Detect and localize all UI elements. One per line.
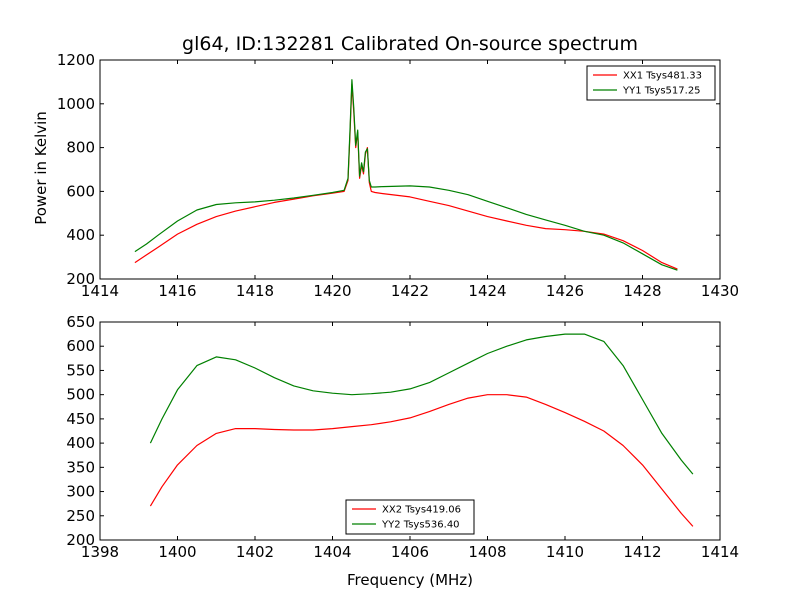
top-y-tick-label: 1200 xyxy=(57,51,95,69)
bottom-y-tick-label: 400 xyxy=(66,434,95,452)
top-x-tick-label: 1420 xyxy=(313,282,351,300)
bottom-x-tick-label: 1404 xyxy=(313,543,351,561)
top-y-tick-label: 400 xyxy=(66,226,95,244)
top-legend-box xyxy=(586,65,716,101)
top-y-tick-label: 1000 xyxy=(57,95,95,113)
bottom-series-line-0 xyxy=(149,394,694,527)
bottom-x-tick-label: 1408 xyxy=(468,543,506,561)
bottom-y-tick-label: 250 xyxy=(66,507,95,525)
top-x-tick-label: 1418 xyxy=(236,282,274,300)
top-x-tick-label: 1428 xyxy=(623,282,661,300)
bottom-x-tick-label: 1406 xyxy=(391,543,429,561)
bottom-x-tick-label: 1398 xyxy=(81,543,119,561)
bottom-x-tick-label: 1410 xyxy=(546,543,584,561)
top-x-tick-label: 1416 xyxy=(158,282,196,300)
top-y-tick-label: 600 xyxy=(66,182,95,200)
top-series-line-1 xyxy=(134,79,678,271)
top-x-tick-label: 1422 xyxy=(391,282,429,300)
top-legend-label-0: XX1 Tsys481.33 xyxy=(623,71,702,82)
bottom-y-tick-label: 650 xyxy=(66,313,95,331)
bottom-y-tick-label: 350 xyxy=(66,458,95,476)
chart-title: gl64, ID:132281 Calibrated On-source spe… xyxy=(182,33,638,55)
bottom-y-tick-label: 550 xyxy=(66,361,95,379)
bottom-y-tick-label: 500 xyxy=(66,386,95,404)
bottom-y-tick-label: 300 xyxy=(66,483,95,501)
top-x-tick-label: 1424 xyxy=(468,282,506,300)
top-x-tick-label: 1426 xyxy=(546,282,584,300)
bottom-x-tick-label: 1402 xyxy=(236,543,274,561)
bottom-legend-box xyxy=(345,499,475,535)
top-y-tick-label: 800 xyxy=(66,139,95,157)
bottom-x-tick-label: 1414 xyxy=(701,543,739,561)
bottom-x-axis-label: Frequency (MHz) xyxy=(346,571,474,589)
top-series-line-0 xyxy=(134,83,678,270)
bottom-legend-label-0: XX2 Tsys419.06 xyxy=(382,505,461,516)
top-legend-label-1: YY1 Tsys517.25 xyxy=(622,86,701,97)
top-x-tick-label: 1414 xyxy=(81,282,119,300)
top-y-tick-label: 200 xyxy=(66,270,95,288)
bottom-y-tick-label: 600 xyxy=(66,337,95,355)
bottom-y-tick-label: 450 xyxy=(66,410,95,428)
bottom-series-line-1 xyxy=(149,333,694,475)
bottom-x-tick-label: 1412 xyxy=(623,543,661,561)
bottom-y-tick-label: 200 xyxy=(66,531,95,549)
bottom-legend-label-1: YY2 Tsys536.40 xyxy=(381,520,460,531)
top-x-tick-label: 1430 xyxy=(701,282,739,300)
bottom-x-tick-label: 1400 xyxy=(158,543,196,561)
